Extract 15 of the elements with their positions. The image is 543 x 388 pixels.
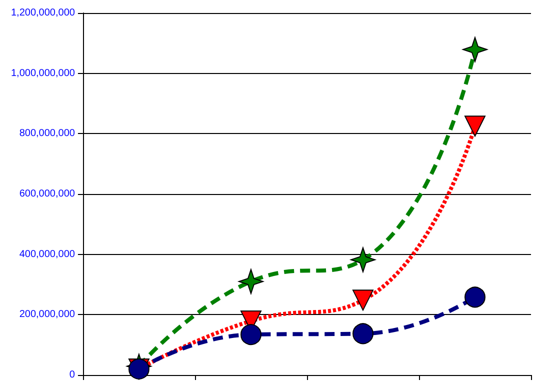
point: [350, 247, 376, 272]
y-tick-label: 200,000,000: [19, 309, 76, 320]
point: [352, 290, 374, 311]
point: [464, 286, 486, 308]
y-tick-label: 1,200,000,000: [10, 8, 76, 18]
point: [462, 37, 488, 62]
point: [240, 324, 262, 346]
y-tick-label: 0: [69, 370, 76, 380]
y-tick-label: 400,000,000: [19, 248, 76, 260]
point: [464, 116, 486, 137]
y-tick-label: 1,000,000,000: [10, 68, 76, 79]
point: [352, 323, 374, 344]
y-tick-label: 800,000,000: [19, 128, 76, 140]
point: [238, 268, 264, 294]
y-tick-label: 600,000,000: [19, 188, 76, 200]
